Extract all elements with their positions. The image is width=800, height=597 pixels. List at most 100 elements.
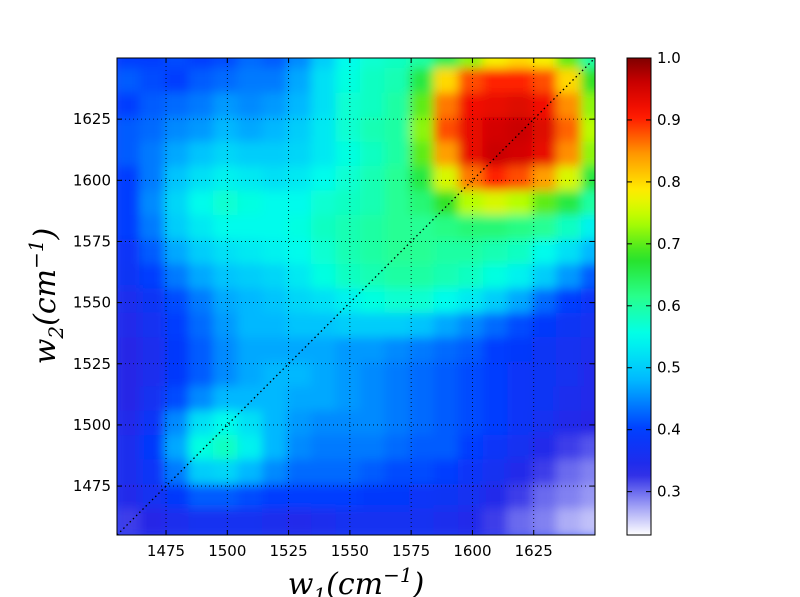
heatmap-cell (384, 68, 414, 97)
x-axis-label: w1(cm−1) (288, 563, 425, 597)
heatmap-cell (262, 435, 291, 464)
heatmap-cell (507, 239, 536, 268)
heatmap-cell (580, 337, 595, 366)
heatmap-cell (311, 361, 340, 391)
x-tick-label: 1550 (331, 542, 369, 560)
heatmap-cell (188, 239, 218, 268)
heatmap-cell (262, 312, 291, 342)
heatmap-cell (213, 215, 242, 244)
heatmap-cell (139, 141, 169, 171)
colorbar-tick-label: 0.7 (657, 235, 681, 253)
y-tick-label: 1500 (73, 416, 111, 434)
heatmap-cell (384, 92, 414, 122)
heatmap-cell (384, 508, 414, 535)
heatmap-cell (213, 239, 242, 268)
heatmap-cell (409, 386, 438, 415)
heatmap-cell (117, 459, 144, 489)
heatmap-cell (164, 117, 193, 146)
heatmap-cell (409, 484, 438, 513)
heatmap-cell (580, 410, 595, 440)
heatmap-cell (311, 190, 340, 219)
heatmap-cell (409, 190, 438, 219)
heatmap-cell (531, 141, 561, 171)
heatmap-cell (531, 68, 561, 97)
heatmap-cell (433, 68, 463, 97)
heatmap-cell (188, 361, 218, 391)
heatmap-cell (262, 508, 291, 535)
heatmap-cell (237, 361, 267, 391)
heatmap-cell (409, 337, 438, 366)
heatmap-cell (384, 337, 414, 366)
heatmap-cell (262, 68, 291, 97)
heatmap-cell (458, 435, 487, 464)
heatmap-cell (213, 435, 242, 464)
heatmap-cell (164, 386, 193, 415)
heatmap-cell (360, 508, 389, 535)
heatmap-cell (531, 337, 561, 366)
heatmap-cell (335, 215, 365, 244)
heatmap-cell (531, 435, 561, 464)
heatmap-cell (139, 92, 169, 122)
heatmap-cell (482, 484, 512, 513)
heatmap-cell (384, 386, 414, 415)
heatmap-cell (531, 190, 561, 219)
heatmap-cell (482, 386, 512, 415)
heatmap-cell (237, 92, 267, 122)
heatmap-cell (188, 484, 218, 513)
heatmap-cell (384, 435, 414, 464)
heatmap-cell (213, 141, 242, 171)
x-label-sub: 1 (313, 583, 326, 597)
heatmap-cell (237, 484, 267, 513)
heatmap-cell (580, 508, 595, 535)
heatmap-cell (531, 239, 561, 268)
heatmap-cell (286, 92, 316, 122)
heatmap-cell (286, 410, 316, 440)
heatmap-cell (580, 166, 595, 195)
heatmap-cell (286, 288, 316, 317)
heatmap-cell (139, 190, 169, 219)
heatmap-cell (286, 166, 316, 195)
colorbar-gradient (626, 57, 652, 536)
heatmap-cell (433, 92, 463, 122)
heatmap-cell (188, 386, 218, 415)
heatmap-cell (311, 215, 340, 244)
heatmap-cell (580, 190, 595, 219)
heatmap-cell (311, 117, 340, 146)
heatmap-cell (188, 508, 218, 535)
heatmap-cell (164, 508, 193, 535)
heatmap-cell (286, 484, 316, 513)
heatmap-cell (580, 459, 595, 489)
y-tick-label: 1625 (73, 110, 111, 128)
y-label-base: w (28, 338, 63, 364)
heatmap-cell (433, 215, 463, 244)
heatmap-cell (507, 484, 536, 513)
x-label-sup: −1 (383, 563, 412, 587)
heatmap-cell (531, 508, 561, 535)
heatmap-cell (360, 312, 389, 342)
heatmap-cell (531, 361, 561, 391)
heatmap-cell (580, 92, 595, 122)
heatmap-cell (139, 68, 169, 97)
heatmap-cell (237, 508, 267, 535)
colorbar-tick-label: 0.4 (657, 421, 681, 439)
heatmap-cell (237, 68, 267, 97)
heatmap-cell (335, 312, 365, 342)
heatmap-cell (384, 166, 414, 195)
colorbar-tick-label: 0.6 (657, 297, 681, 315)
heatmap-cell (556, 508, 585, 535)
heatmap-cell (507, 263, 536, 293)
heatmap-cell (262, 410, 291, 440)
heatmap-cell (556, 312, 585, 342)
heatmap-cell (531, 92, 561, 122)
heatmap-cell (286, 190, 316, 219)
heatmap-cell (117, 117, 144, 146)
x-tick-label: 1500 (208, 542, 246, 560)
heatmap-cell (188, 166, 218, 195)
y-label-open: (cm (28, 269, 63, 326)
heatmap-cell (360, 141, 389, 171)
heatmap-cell (286, 215, 316, 244)
heatmap-cell (556, 117, 585, 146)
y-tick-label: 1575 (73, 232, 111, 250)
colorbar-ticks: 0.3 0.4 0.5 0.6 0.7 0.8 0.9 1.0 (627, 49, 681, 501)
heatmap-cell (531, 215, 561, 244)
